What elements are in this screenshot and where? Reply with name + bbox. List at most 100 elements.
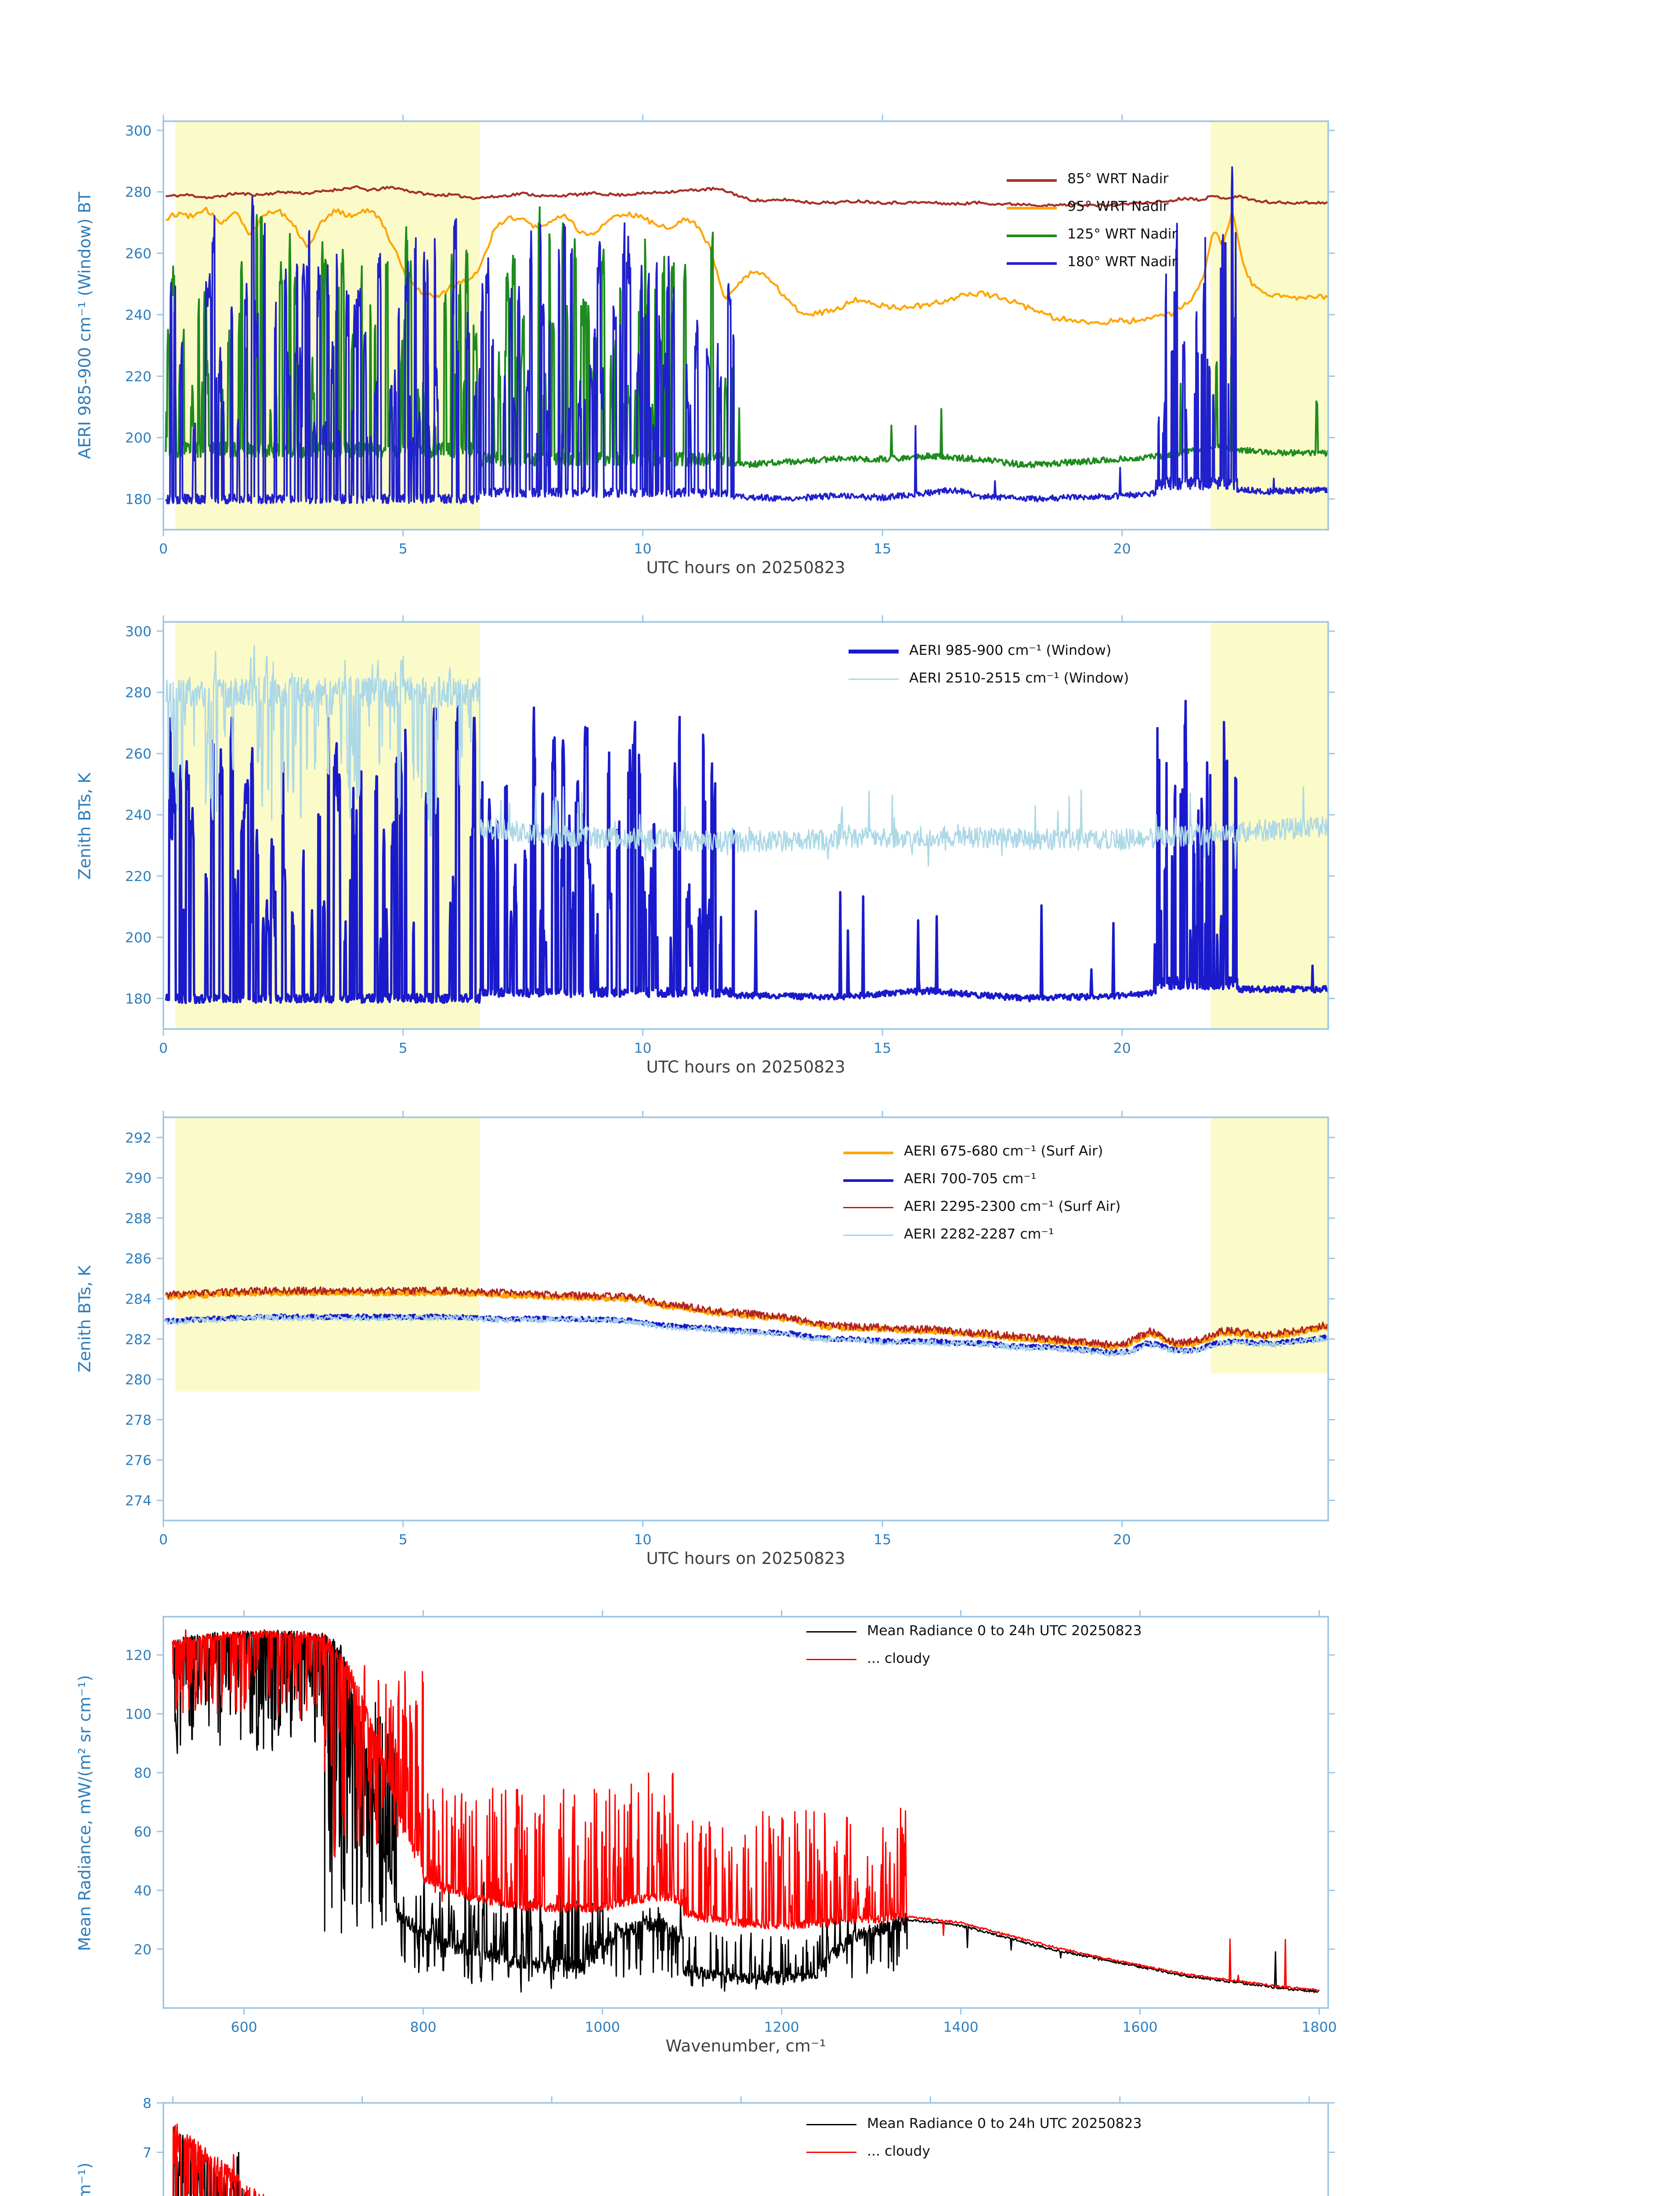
zenith-co2-plot: 0 5 10 15 20 274 276 278 280 282 284 286 288 290 292 [125,1111,1335,1548]
svg-text:0: 0 [159,541,168,557]
svg-text:282: 282 [125,1332,152,1347]
figure-mean-radiance-longwave: 600 800 1000 1200 1400 1600 1800 20 40 60 80 100 120… [75,1610,1337,2055]
mean-radiance-sw-plot: 1800200022002400260028003000012345678 [143,2095,1335,2196]
svg-text:15: 15 [874,541,891,557]
svg-text:1000: 1000 [585,2019,620,2035]
legend-line-swatch [1007,262,1057,265]
y-axis-label: Mean Radiance, mW/(m² sr cm⁻¹) [75,2163,94,2196]
svg-text:120: 120 [125,1647,152,1663]
svg-text:20: 20 [134,1942,152,1958]
legend-line-swatch [849,679,899,680]
legend-line-swatch [1007,206,1057,209]
svg-text:200: 200 [125,430,152,446]
legend-label: AERI 700-705 cm⁻¹ [904,1171,1037,1188]
legend-label: AERI 675-680 cm⁻¹ (Surf Air) [904,1144,1103,1159]
legend: 85° WRT Nadir 95° WRT Nadir 125° WRT Nadir… [1007,171,1177,283]
svg-text:40: 40 [134,1883,152,1899]
svg-text:180: 180 [125,492,152,508]
figure-zenith-co2-bts: 0 5 10 15 20 274 276 278 280 282 284 286 288 290 292 Z… [75,1111,1335,1568]
zenith-window-plot: 0 5 10 15 20 180 200 220 240 260 280 300 [125,615,1335,1056]
x-axis-label: Wavenumber, cm⁻¹ [665,2036,826,2055]
svg-text:300: 300 [125,123,152,139]
svg-text:15: 15 [874,1040,891,1056]
legend: Mean Radiance 0 to 24h UTC 20250823 ... c… [806,2116,1142,2172]
legend-item: AERI 700-705 cm⁻¹ [843,1171,1121,1188]
legend-label: Mean Radiance 0 to 24h UTC 20250823 [867,1623,1142,1639]
figure-zenith-window-bts: 0 5 10 15 20 180 200 220 240 260 280 300 Zenith BTs… [75,615,1335,1076]
legend-line-swatch [849,650,899,654]
legend-item: Mean Radiance 0 to 24h UTC 20250823 [806,1623,1142,1640]
legend-line-swatch [1007,178,1057,181]
svg-text:20: 20 [1113,1040,1131,1056]
figure-mean-radiance-shortwave: 1800200022002400260028003000012345678 Me… [75,2095,1335,2196]
legend-item: Mean Radiance 0 to 24h UTC 20250823 [806,2116,1142,2133]
x-axis-label: UTC hours on 20250823 [646,1548,845,1568]
svg-text:10: 10 [634,541,651,557]
x-axis-label: UTC hours on 20250823 [646,557,845,577]
svg-text:800: 800 [410,2019,437,2035]
legend-label: 95° WRT Nadir [1067,199,1169,215]
svg-text:276: 276 [125,1453,152,1469]
svg-text:80: 80 [134,1766,152,1781]
svg-text:300: 300 [125,624,152,639]
legend-line-swatch [843,1151,893,1154]
svg-text:0: 0 [159,1532,168,1548]
legend-label: 125° WRT Nadir [1067,227,1178,243]
svg-text:220: 220 [125,869,152,885]
svg-text:280: 280 [125,184,152,200]
svg-text:288: 288 [125,1211,152,1227]
nadir-bt-plot: 0 5 10 15 20 180 200 220 240 260 280 300 [125,115,1335,557]
legend-item: ... cloudy [806,2144,1142,2161]
svg-text:20: 20 [1113,1532,1131,1548]
y-axis-label: Zenith BTs, K [74,772,94,879]
svg-text:260: 260 [125,246,152,262]
legend-label: AERI 2282-2287 cm⁻¹ [904,1227,1054,1243]
svg-text:284: 284 [125,1292,152,1307]
svg-text:60: 60 [134,1824,152,1840]
svg-text:1200: 1200 [764,2019,799,2035]
legend-line-swatch [1007,234,1057,237]
legend-label: ... cloudy [867,1651,930,1667]
svg-text:200: 200 [125,930,152,946]
svg-text:0: 0 [159,1040,168,1056]
legend-item: AERI 2295-2300 cm⁻¹ (Surf Air) [843,1199,1121,1217]
legend-label: AERI 2510-2515 cm⁻¹ (Window) [909,671,1129,687]
svg-text:1600: 1600 [1123,2019,1158,2035]
legend-label: ... cloudy [867,2144,930,2160]
svg-text:5: 5 [399,1532,408,1548]
svg-text:15: 15 [874,1532,891,1548]
legend-line-swatch [806,2124,856,2126]
legend-item: AERI 2282-2287 cm⁻¹ [843,1227,1121,1244]
svg-text:7: 7 [143,2145,152,2161]
svg-text:6: 6 [143,2194,152,2196]
figure-nadir-bt: 0 5 10 15 20 180 200 220 240 260 280 300 AERI 985-9… [75,115,1335,577]
svg-text:274: 274 [125,1493,152,1509]
legend-item: 180° WRT Nadir [1007,255,1177,272]
legend-line-swatch [843,1235,893,1237]
svg-text:292: 292 [125,1130,152,1146]
legend-item: AERI 985-900 cm⁻¹ (Window) [849,643,1129,660]
y-axis-label: AERI 985-900 cm⁻¹ (Window) BT [74,191,94,459]
svg-text:260: 260 [125,746,152,762]
svg-text:10: 10 [634,1532,651,1548]
legend-label: AERI 2295-2300 cm⁻¹ (Surf Air) [904,1199,1121,1215]
svg-text:100: 100 [125,1707,152,1723]
svg-text:180: 180 [125,991,152,1007]
x-axis-label: UTC hours on 20250823 [646,1057,845,1076]
svg-text:280: 280 [125,1372,152,1388]
legend-line-swatch [806,1631,856,1633]
legend-item: ... cloudy [806,1651,1142,1668]
legend-item: AERI 675-680 cm⁻¹ (Surf Air) [843,1144,1121,1161]
svg-text:5: 5 [399,1040,408,1056]
svg-text:240: 240 [125,307,152,323]
legend-line-swatch [806,1659,856,1661]
svg-text:20: 20 [1113,541,1131,557]
mean-radiance-lw-plot: 600 800 1000 1200 1400 1600 1800 20 40 60 80 100 120 [125,1610,1337,2035]
svg-text:290: 290 [125,1170,152,1186]
legend-label: 85° WRT Nadir [1067,171,1169,187]
legend: AERI 675-680 cm⁻¹ (Surf Air) AERI 700-705… [843,1144,1121,1255]
svg-text:600: 600 [231,2019,257,2035]
svg-text:220: 220 [125,369,152,385]
svg-text:240: 240 [125,808,152,824]
